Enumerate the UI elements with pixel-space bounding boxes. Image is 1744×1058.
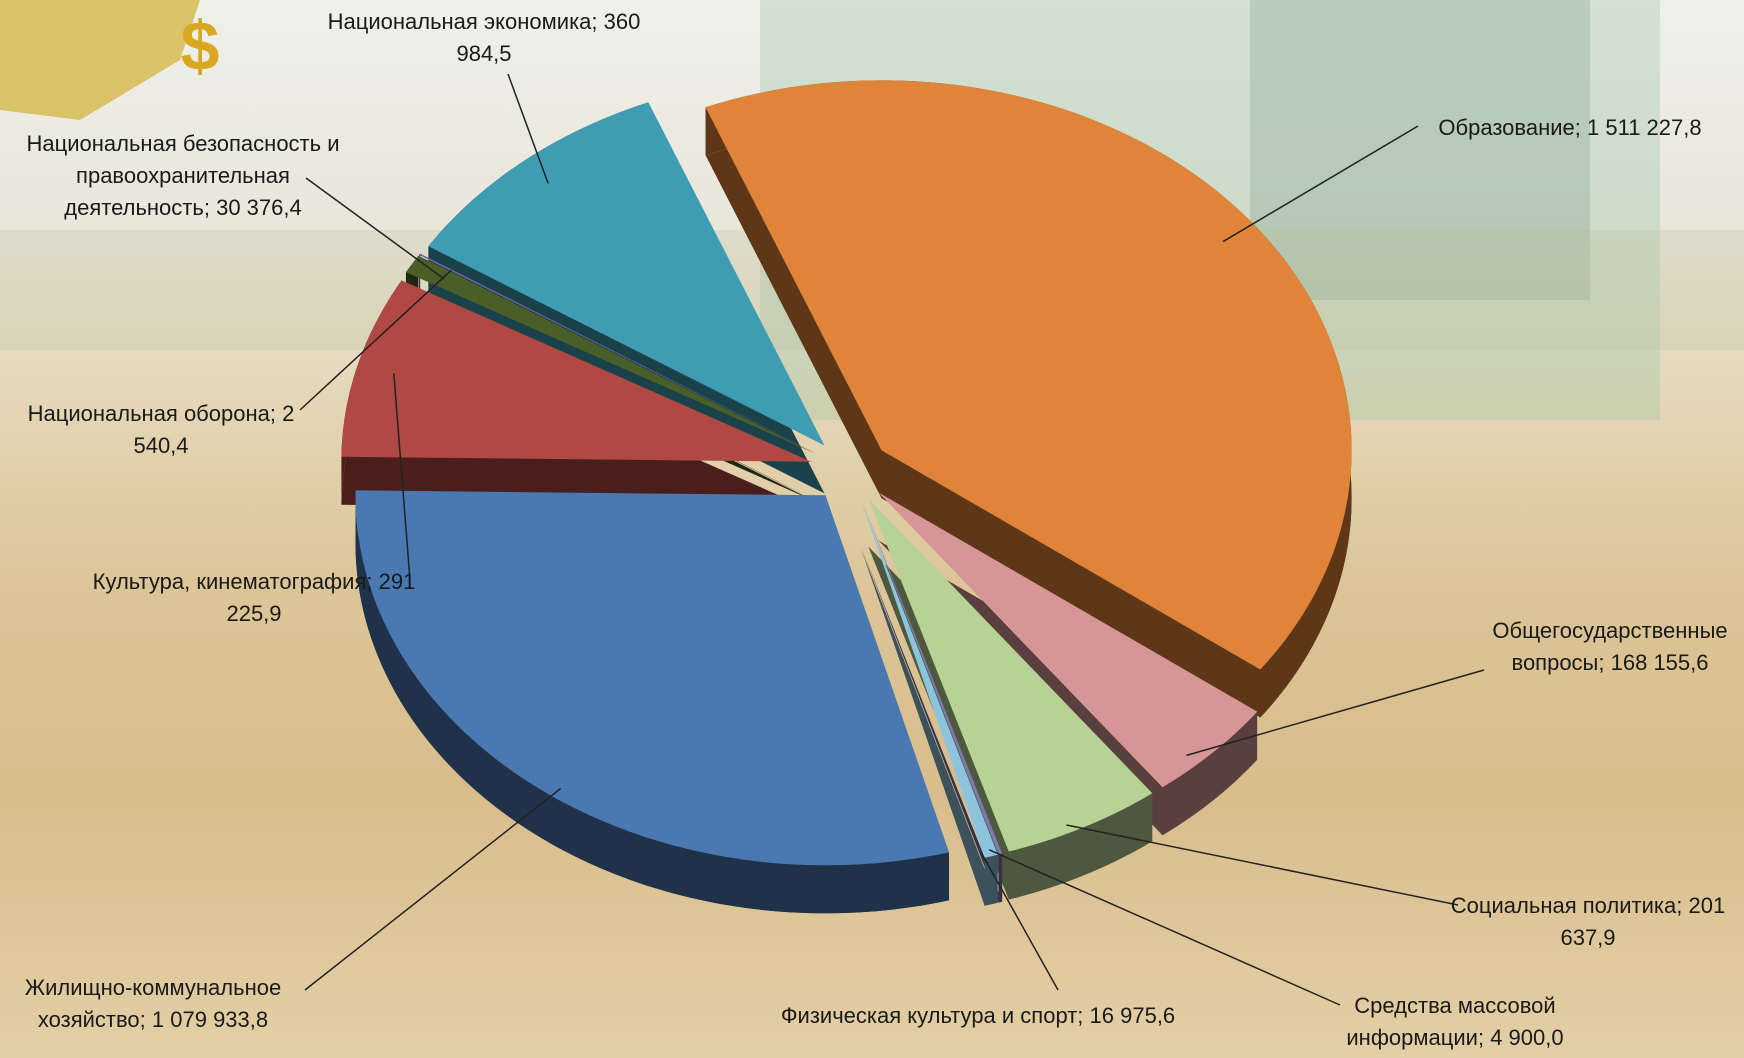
slice-side xyxy=(861,548,998,906)
leader-line xyxy=(299,269,452,411)
slice xyxy=(861,500,1003,855)
category-name: Жилищно-коммунальное хозяйство xyxy=(24,975,282,1032)
slice xyxy=(419,253,817,453)
data-label: Национальная экономика; 360 984,5 xyxy=(314,6,654,70)
value-label: 168 155,6 xyxy=(1610,650,1709,675)
value-label: 16 975,6 xyxy=(1089,1003,1176,1028)
category-name: Средства массовой информации xyxy=(1346,993,1556,1050)
value-label: 4 900,0 xyxy=(1490,1025,1564,1050)
data-label: Образование; 1 511 227,8 xyxy=(1380,112,1744,144)
slice xyxy=(878,492,1258,788)
leader-line xyxy=(507,73,549,184)
category-name: Образование xyxy=(1438,115,1575,140)
data-label: Общегосударственные вопросы; 168 155,6 xyxy=(1460,615,1744,679)
data-label: Национальная оборона; 2 540,4 xyxy=(11,398,311,462)
slice xyxy=(868,498,1153,852)
value-label: 201 637,9 xyxy=(1560,893,1726,950)
leader-line xyxy=(1222,125,1419,243)
slice-side xyxy=(705,80,1352,718)
slice xyxy=(705,80,1352,670)
value-label: 360 984,5 xyxy=(456,9,641,66)
separator: ; xyxy=(1676,893,1683,918)
category-name: Национальная безопасность и правоохранит… xyxy=(26,131,340,220)
data-label: Жилищно-коммунальное хозяйство; 1 079 93… xyxy=(0,972,308,1036)
value-label: 30 376,4 xyxy=(216,195,302,220)
slice-side xyxy=(861,548,1003,903)
slice xyxy=(341,280,812,462)
slice xyxy=(355,490,950,866)
slice-side xyxy=(998,853,1003,903)
separator: ; xyxy=(139,1007,146,1032)
data-label: Социальная политика; 201 637,9 xyxy=(1443,890,1733,954)
slice xyxy=(405,255,816,454)
category-name: Культура, кинематография xyxy=(92,569,367,594)
separator: ; xyxy=(1574,115,1581,140)
leader-line xyxy=(1186,669,1485,757)
svg-text:$: $ xyxy=(181,7,220,85)
separator: ; xyxy=(269,401,277,426)
separator: ; xyxy=(1077,1003,1084,1028)
value-label: 291 225,9 xyxy=(226,569,416,626)
slice xyxy=(428,102,825,446)
data-label: Физическая культура и спорт; 16 975,6 xyxy=(778,1000,1178,1032)
data-label: Национальная безопасность и правоохранит… xyxy=(18,128,348,224)
data-label: Культура, кинематография; 291 225,9 xyxy=(84,566,424,630)
leader-line xyxy=(393,373,411,581)
separator: ; xyxy=(1598,650,1605,675)
slice-side xyxy=(1008,793,1153,900)
value-label: 1 079 933,8 xyxy=(151,1007,269,1032)
category-name: Физическая культура и спорт xyxy=(780,1003,1078,1028)
category-name: Общегосударственные вопросы xyxy=(1492,618,1728,675)
slice-side xyxy=(355,490,950,914)
separator: ; xyxy=(591,9,598,34)
category-name: Национальная оборона xyxy=(27,401,270,426)
leader-line xyxy=(305,177,445,280)
leader-line xyxy=(1066,824,1459,906)
separator: ; xyxy=(1477,1025,1485,1050)
leader-line xyxy=(304,787,562,991)
value-label: 2 540,4 xyxy=(133,401,295,458)
leader-line xyxy=(980,851,1059,991)
slice-side xyxy=(984,854,998,906)
slice xyxy=(861,500,998,858)
value-label: 1 511 227,8 xyxy=(1587,115,1702,140)
separator: ; xyxy=(366,569,373,594)
category-name: Национальная экономика xyxy=(327,9,592,34)
data-label: Средства массовой информации; 4 900,0 xyxy=(1320,990,1590,1054)
separator: ; xyxy=(203,195,210,220)
leader-line xyxy=(988,849,1341,1006)
category-name: Социальная политика xyxy=(1450,893,1677,918)
